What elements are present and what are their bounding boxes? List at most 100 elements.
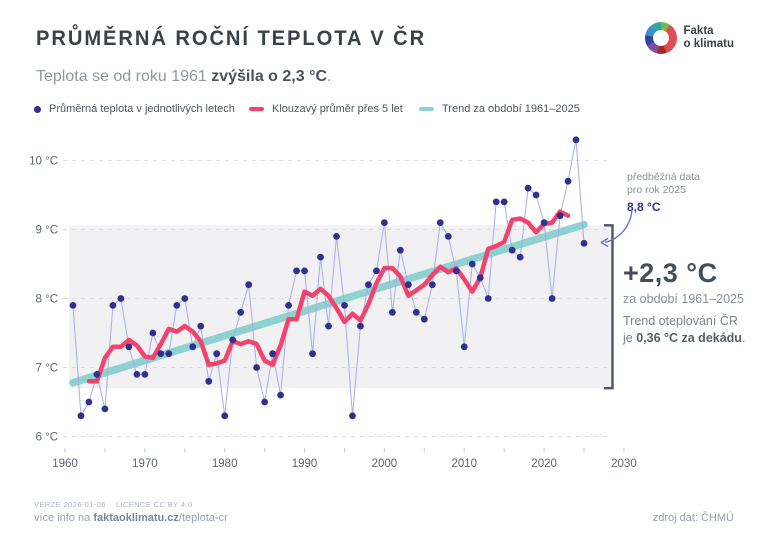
- data-point-1982: [237, 308, 245, 316]
- x-axis-label-1980: 1980: [212, 458, 238, 470]
- x-axis-label-2020: 2020: [531, 458, 557, 470]
- warming-summary: +2,3 °C za období 1961–2025: [623, 258, 744, 306]
- data-point-1989: [293, 267, 300, 275]
- data-point-1998: [365, 281, 372, 289]
- data-point-1967: [117, 295, 125, 302]
- subtitle-period: .: [327, 68, 332, 85]
- data-point-2015: [500, 198, 508, 206]
- data-point-2022: [556, 212, 564, 220]
- chart-legend: Průměrná teplota v jednotlivých letech Kl…: [0, 103, 768, 119]
- data-point-2016: [508, 246, 516, 254]
- data-point-2025: [580, 239, 588, 247]
- legend-label: Klouzavý průměr přes 5 let: [272, 103, 403, 115]
- subtitle-highlight: zvýšila o 2,3 °C: [211, 68, 328, 85]
- data-point-1987: [277, 391, 284, 399]
- data-point-1996: [349, 412, 356, 420]
- logo-donut-icon: [644, 22, 677, 54]
- data-point-1991: [309, 350, 316, 358]
- preliminary-note-line1: předběžná data: [627, 171, 700, 183]
- legend-item-2: Trend za období 1961–2025: [419, 103, 580, 115]
- data-point-2003: [404, 281, 412, 289]
- data-point-1986: [269, 350, 277, 358]
- data-point-1972: [157, 350, 165, 358]
- data-point-1979: [213, 350, 221, 358]
- moving-average-line: [86, 209, 571, 384]
- data-point-1981: [229, 336, 237, 344]
- data-point-1990: [301, 267, 308, 275]
- data-point-1964: [93, 371, 101, 378]
- data-point-2011: [468, 260, 476, 268]
- trend-note-bold: 0,36 °C za dekádu: [636, 331, 742, 346]
- data-point-1999: [373, 267, 380, 275]
- preliminary-data-note: předběžná data pro rok 2025 8,8 °C: [627, 171, 700, 215]
- data-point-1978: [205, 377, 213, 385]
- data-point-1970: [141, 371, 149, 378]
- y-axis-label-6: 6 °C: [36, 432, 59, 444]
- fakta-o-klimatu-logo: Fakta o klimatu: [644, 22, 734, 54]
- data-point-2014: [492, 198, 500, 206]
- footer-version: VERZE 2026-01-06: [34, 500, 106, 509]
- x-axis-label-1960: 1960: [52, 458, 78, 470]
- data-point-2005: [420, 315, 428, 323]
- data-point-1962: [77, 412, 85, 420]
- footer-meta: VERZE 2026-01-06 LICENCE CC BY 4.0: [34, 500, 203, 509]
- legend-line-icon: [249, 106, 264, 112]
- trend-range-band: [69, 225, 612, 389]
- data-point-2006: [428, 281, 436, 289]
- data-point-1994: [333, 233, 340, 240]
- data-point-1968: [125, 343, 133, 351]
- data-point-2023: [564, 177, 572, 185]
- page-subtitle: Teplota se od roku 1961 zvýšila o 2,3 °C…: [36, 68, 331, 86]
- footer-info[interactable]: více info na faktaoklimatu.cz/teplota-cr: [34, 512, 228, 524]
- subtitle-plain: Teplota se od roku 1961: [36, 68, 212, 85]
- preliminary-note-line2: pro rok 2025: [627, 184, 686, 197]
- data-point-2004: [412, 308, 420, 316]
- y-axis-label-7: 7 °C: [36, 363, 59, 375]
- data-point-1969: [133, 371, 141, 378]
- annotation-arrowhead: [600, 237, 609, 248]
- x-axis-label-2010: 2010: [451, 458, 477, 470]
- data-point-1992: [317, 253, 324, 261]
- footer-info-suffix: /teplota-cr: [178, 512, 228, 524]
- trend-note-period: .: [741, 331, 746, 346]
- data-point-1980: [221, 412, 229, 420]
- footer-site-link[interactable]: faktaoklimatu.cz: [93, 512, 179, 524]
- trend-note-line2: je 0,36 °C za dekádu.: [623, 330, 745, 347]
- data-point-2024: [572, 136, 580, 144]
- x-axis-label-2030: 2030: [611, 458, 637, 470]
- data-point-2001: [388, 308, 396, 316]
- legend-line-icon: [419, 106, 434, 112]
- legend-item-0: Průměrná teplota v jednotlivých letech: [34, 103, 235, 115]
- data-point-1973: [165, 350, 173, 358]
- data-point-2021: [548, 295, 556, 302]
- data-point-2012: [476, 274, 484, 282]
- footer-info-prefix: více info na: [34, 512, 94, 524]
- data-point-1985: [261, 398, 269, 406]
- data-point-1966: [109, 302, 117, 309]
- data-point-1997: [357, 322, 364, 330]
- data-point-2000: [381, 219, 388, 227]
- data-point-1975: [181, 295, 189, 302]
- data-point-1963: [85, 398, 93, 406]
- data-point-1984: [253, 364, 261, 371]
- data-point-1993: [325, 322, 332, 330]
- x-axis-label-1990: 1990: [292, 458, 318, 470]
- y-axis-label-10: 10 °C: [29, 156, 58, 168]
- logo-text-line2: o klimatu: [683, 38, 734, 50]
- data-point-1988: [285, 302, 292, 309]
- data-point-2013: [484, 295, 492, 302]
- data-point-2017: [516, 253, 524, 261]
- data-point-1995: [341, 302, 348, 309]
- logo-text: Fakta o klimatu: [684, 25, 734, 50]
- warming-delta-value: +2,3 °C: [623, 258, 718, 288]
- data-point-2018: [524, 184, 532, 192]
- y-axis-label-9: 9 °C: [36, 225, 59, 237]
- data-point-1961: [69, 302, 77, 309]
- data-point-1983: [245, 281, 253, 289]
- legend-dot-icon: [34, 105, 41, 113]
- legend-label: Trend za období 1961–2025: [442, 103, 580, 115]
- data-point-2007: [436, 219, 444, 227]
- data-point-2020: [540, 219, 548, 227]
